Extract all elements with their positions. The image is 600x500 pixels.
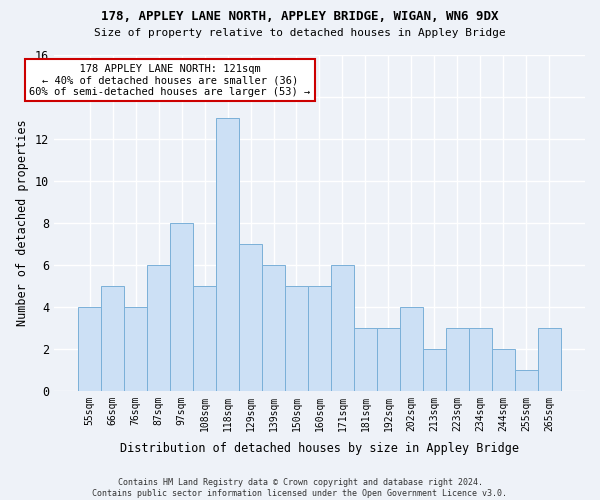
Bar [147,265,170,391]
Bar [124,307,147,391]
Text: Contains HM Land Registry data © Crown copyright and database right 2024.
Contai: Contains HM Land Registry data © Crown c… [92,478,508,498]
Bar [193,286,216,391]
Bar [400,307,423,391]
Bar [469,328,492,391]
Bar [308,286,331,391]
Bar [446,328,469,391]
Bar [515,370,538,391]
Bar [216,118,239,391]
Bar [492,349,515,391]
Bar [101,286,124,391]
Text: Size of property relative to detached houses in Appley Bridge: Size of property relative to detached ho… [94,28,506,38]
X-axis label: Distribution of detached houses by size in Appley Bridge: Distribution of detached houses by size … [120,442,519,455]
Bar [239,244,262,391]
Bar [285,286,308,391]
Y-axis label: Number of detached properties: Number of detached properties [16,120,29,326]
Bar [354,328,377,391]
Bar [170,223,193,391]
Text: 178, APPLEY LANE NORTH, APPLEY BRIDGE, WIGAN, WN6 9DX: 178, APPLEY LANE NORTH, APPLEY BRIDGE, W… [101,10,499,23]
Bar [423,349,446,391]
Bar [262,265,285,391]
Bar [538,328,561,391]
Bar [78,307,101,391]
Bar [377,328,400,391]
Text: 178 APPLEY LANE NORTH: 121sqm  
← 40% of detached houses are smaller (36)
60% of: 178 APPLEY LANE NORTH: 121sqm ← 40% of d… [29,64,311,97]
Bar [331,265,354,391]
